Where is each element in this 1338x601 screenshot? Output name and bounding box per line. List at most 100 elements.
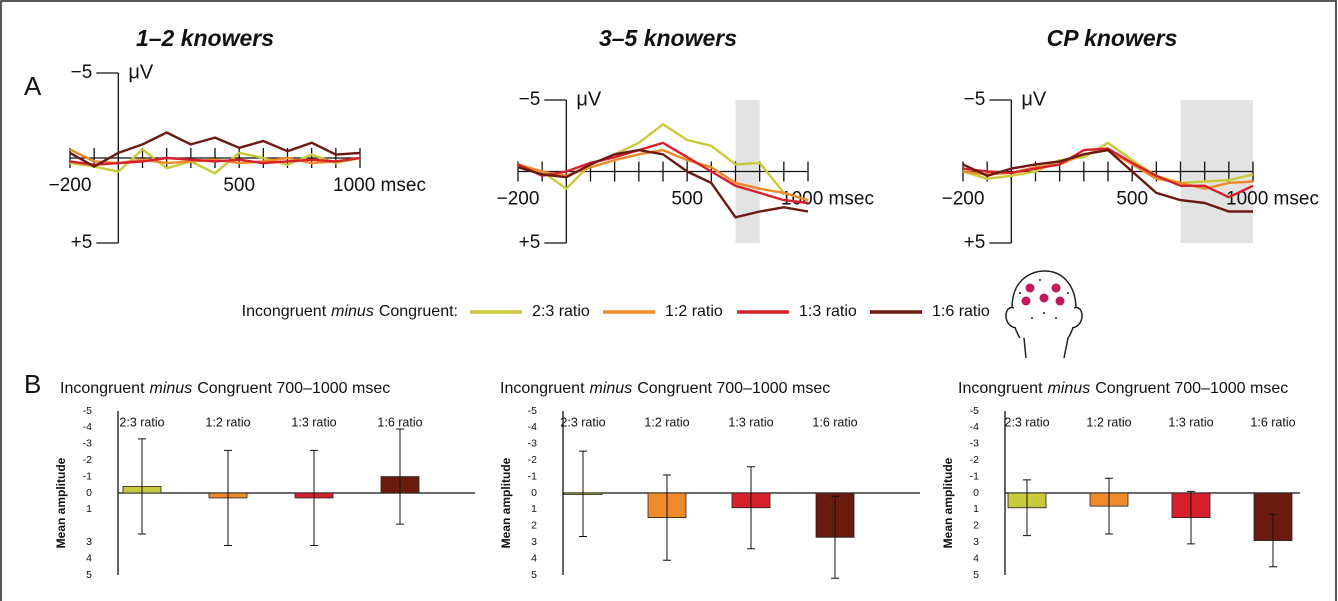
y-tick-label: 3: [973, 536, 979, 548]
category-label: 1:6 ratio: [1250, 415, 1295, 429]
y-axis-label: μV: [1021, 88, 1047, 110]
error-bar: [310, 449, 318, 546]
legend-label: 1:2 ratio: [665, 303, 723, 320]
category-label: 2:3 ratio: [560, 415, 605, 429]
y-tick-label: 1: [531, 503, 537, 515]
y-tick-label: -4: [970, 421, 979, 433]
error-bar: [138, 438, 146, 535]
y-tick-label: -3: [528, 438, 537, 450]
error-bar: [224, 449, 232, 546]
x-tick-label: 1000 msec: [1226, 189, 1319, 210]
x-tick-label: −200: [49, 175, 92, 196]
y-tick-label: -3: [83, 438, 92, 450]
error-bar: [396, 428, 404, 525]
panel-title: 3–5 knowers: [599, 25, 737, 51]
legend-label: 1:3 ratio: [799, 303, 857, 320]
y-tick-label: 4: [531, 552, 537, 564]
y-tick-label: -5: [970, 405, 979, 417]
category-label: 2:3 ratio: [1004, 415, 1049, 429]
legend-title: Incongruent minus Congruent:: [242, 303, 458, 320]
error-bar: [1023, 479, 1031, 537]
waveform: [517, 141, 809, 205]
y-tick-label: -4: [528, 421, 537, 433]
waveform: [517, 148, 809, 202]
error-bar: [831, 495, 839, 579]
y-tick-label: 0: [973, 487, 979, 499]
y-tick-label: 3: [531, 536, 537, 548]
y-tick-label: 5: [86, 569, 92, 581]
error-bar: [747, 466, 755, 550]
y-tick-label: -5: [83, 405, 92, 417]
error-bar: [663, 474, 671, 561]
y-tick-label: -4: [83, 421, 92, 433]
category-label: 1:6 ratio: [377, 415, 422, 429]
y-tick-label: 3: [86, 536, 92, 548]
y-tick-label: -5: [528, 405, 537, 417]
y-tick-label: 4: [86, 552, 92, 564]
category-label: 2:3 ratio: [119, 415, 164, 429]
y-tick-label: 5: [531, 569, 537, 581]
category-label: 1:3 ratio: [1168, 415, 1213, 429]
panel-title: CP knowers: [1047, 25, 1178, 51]
text-part: Congruent:: [379, 303, 458, 320]
waveform: [69, 131, 361, 168]
x-tick-label: 1000 msec: [333, 175, 426, 196]
y-tick-label: 5: [973, 569, 979, 581]
panel-title: Incongruent minus Congruent 700–1000 msec: [500, 380, 830, 397]
y-tick-label: -1: [970, 470, 979, 482]
waveform: [962, 147, 1254, 199]
panel-label: B: [24, 369, 41, 399]
text-part: minus: [1048, 380, 1091, 397]
text-part: Incongruent: [958, 380, 1043, 397]
y-tick-label: 4: [973, 552, 979, 564]
category-label: 1:6 ratio: [812, 415, 857, 429]
category-label: 1:2 ratio: [205, 415, 250, 429]
x-tick-label: −200: [942, 189, 985, 210]
y-tick-label: 1: [973, 503, 979, 515]
y-tick-label: 0: [531, 487, 537, 499]
waveform: [962, 141, 1254, 185]
text-part: minus: [331, 303, 374, 320]
error-bar: [579, 450, 587, 537]
panel-title: 1–2 knowers: [136, 25, 274, 51]
x-tick-label: 500: [1116, 189, 1148, 210]
x-tick-label: 1000 msec: [781, 189, 874, 210]
y-tick-label: 1: [86, 503, 92, 515]
legend-label: 1:6 ratio: [932, 303, 990, 320]
error-bar: [1269, 513, 1277, 568]
error-bar: [1105, 477, 1113, 535]
y-tick-label: -3: [970, 438, 979, 450]
y-tick-label: −5: [964, 89, 986, 110]
waveform: [69, 148, 361, 175]
y-axis-label: Mean amplitude: [941, 457, 955, 548]
y-tick-label: -2: [970, 454, 979, 466]
y-axis-label: μV: [128, 61, 154, 83]
text-part: Incongruent: [242, 303, 327, 320]
category-label: 1:3 ratio: [291, 415, 336, 429]
y-tick-label: -2: [83, 454, 92, 466]
panel-title: Incongruent minus Congruent 700–1000 msec: [958, 380, 1288, 397]
text-part: Congruent 700–1000 msec: [637, 380, 830, 397]
text-part: Congruent 700–1000 msec: [1095, 380, 1288, 397]
panel-title: Incongruent minus Congruent 700–1000 msec: [60, 380, 390, 397]
y-axis-label: μV: [576, 88, 602, 110]
y-tick-label: +5: [964, 232, 986, 253]
text-part: minus: [590, 380, 633, 397]
text-part: Incongruent: [60, 380, 145, 397]
category-label: 1:2 ratio: [1086, 415, 1131, 429]
y-tick-label: +5: [519, 232, 541, 253]
x-tick-label: 500: [671, 189, 703, 210]
y-tick-label: 0: [86, 487, 92, 499]
y-tick-label: -1: [528, 470, 537, 482]
y-tick-label: 2: [973, 520, 979, 532]
panel-label: A: [24, 71, 42, 101]
y-axis-label: Mean amplitude: [499, 457, 513, 548]
waveform: [69, 156, 361, 166]
y-tick-label: -1: [83, 470, 92, 482]
y-tick-label: −5: [519, 89, 541, 110]
waveform: [962, 148, 1253, 213]
y-tick-label: +5: [71, 232, 93, 253]
x-tick-label: −200: [497, 189, 540, 210]
